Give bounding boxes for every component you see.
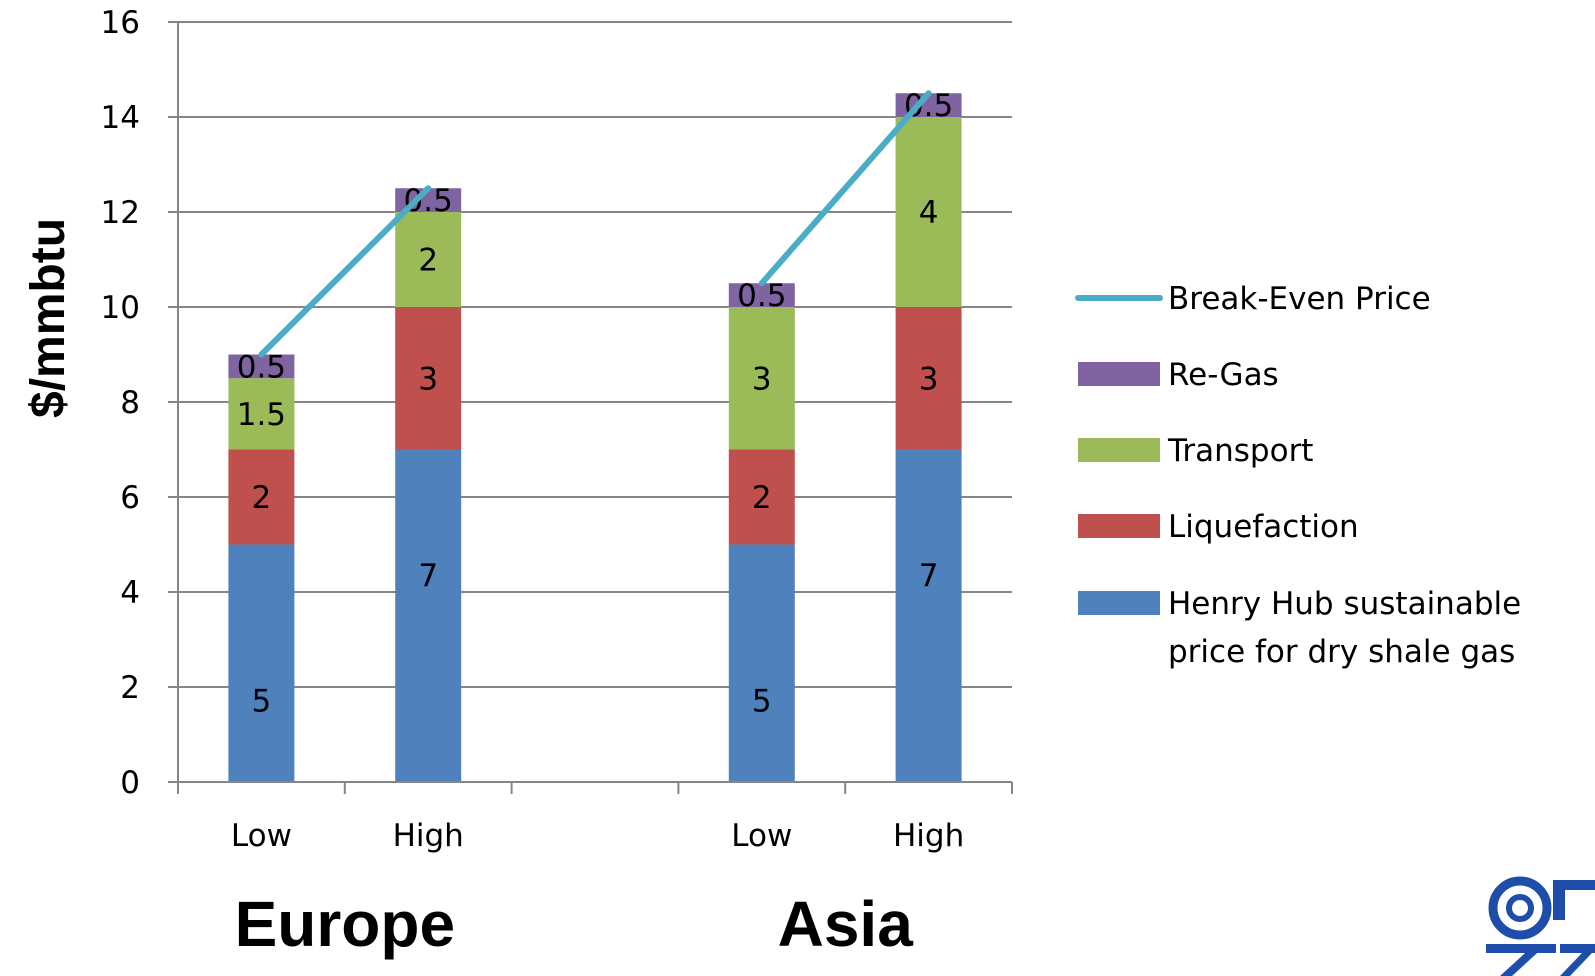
x-category-label: Low xyxy=(231,818,292,854)
legend-label: Liquefaction xyxy=(1168,509,1359,545)
data-label: 2 xyxy=(752,480,772,516)
legend-label: Re-Gas xyxy=(1168,357,1279,393)
bar-segment xyxy=(228,544,295,782)
y-tick-labels: 0 2 4 6 8 10 12 14 16 xyxy=(101,5,178,801)
bar-segment xyxy=(895,307,962,450)
bar-segment xyxy=(728,544,795,782)
break-even-line xyxy=(758,90,932,287)
bar-segment xyxy=(895,117,962,307)
group-label: Asia xyxy=(778,888,914,960)
logo-mark xyxy=(1486,876,1595,976)
legend-label: Transport xyxy=(1167,433,1313,469)
data-label: 4 xyxy=(919,195,939,231)
y-tick-label: 2 xyxy=(120,670,140,706)
y-tick-label: 16 xyxy=(101,5,140,41)
bar-segment xyxy=(728,449,795,545)
data-label: 3 xyxy=(752,361,772,397)
legend-label: Break-Even Price xyxy=(1168,281,1431,317)
bar-segment xyxy=(395,212,462,307)
y-tick-label: 14 xyxy=(101,100,140,136)
legend: Break-Even Price Re-Gas Transport Liquefact… xyxy=(1075,281,1521,670)
x-category-labels: Low High Low High xyxy=(231,818,964,854)
y-tick-label: 8 xyxy=(120,385,140,421)
bar-segment xyxy=(728,307,795,450)
x-category-label: High xyxy=(393,818,464,854)
data-label: 2 xyxy=(252,480,272,516)
break-even-lines xyxy=(258,90,932,358)
bar-segment xyxy=(228,378,295,450)
gridlines xyxy=(178,21,1012,688)
legend-swatch xyxy=(1078,591,1160,615)
data-label: 2 xyxy=(418,243,438,279)
break-even-line xyxy=(258,185,432,358)
data-label: 7 xyxy=(418,558,438,594)
legend-swatch xyxy=(1078,438,1160,462)
group-labels: Europe Asia xyxy=(235,888,914,960)
y-axis-title: $/mmbtu xyxy=(22,218,75,418)
legend-label: price for dry shale gas xyxy=(1168,634,1515,670)
data-label: 3 xyxy=(919,361,939,397)
data-label: 5 xyxy=(252,683,272,719)
bar-segment xyxy=(228,354,295,379)
bar-segment xyxy=(395,307,462,450)
group-label: Europe xyxy=(235,888,455,960)
data-label: 7 xyxy=(919,558,939,594)
bar-segment xyxy=(895,449,962,782)
bar-segment xyxy=(228,449,295,545)
bar-segment xyxy=(728,283,795,307)
y-tick-label: 6 xyxy=(120,480,140,516)
data-label: 3 xyxy=(418,361,438,397)
y-tick-label: 4 xyxy=(120,575,140,611)
data-label: 1.5 xyxy=(237,397,286,433)
legend-label: Henry Hub sustainable xyxy=(1168,586,1521,622)
bar-segment xyxy=(395,449,462,782)
data-label: 5 xyxy=(752,683,772,719)
y-tick-label: 0 xyxy=(120,765,140,801)
x-category-label: High xyxy=(893,818,964,854)
x-category-label: Low xyxy=(731,818,792,854)
legend-swatch xyxy=(1078,362,1160,386)
legend-swatch xyxy=(1078,514,1160,538)
y-tick-label: 10 xyxy=(101,290,140,326)
y-tick-label: 12 xyxy=(101,195,140,231)
